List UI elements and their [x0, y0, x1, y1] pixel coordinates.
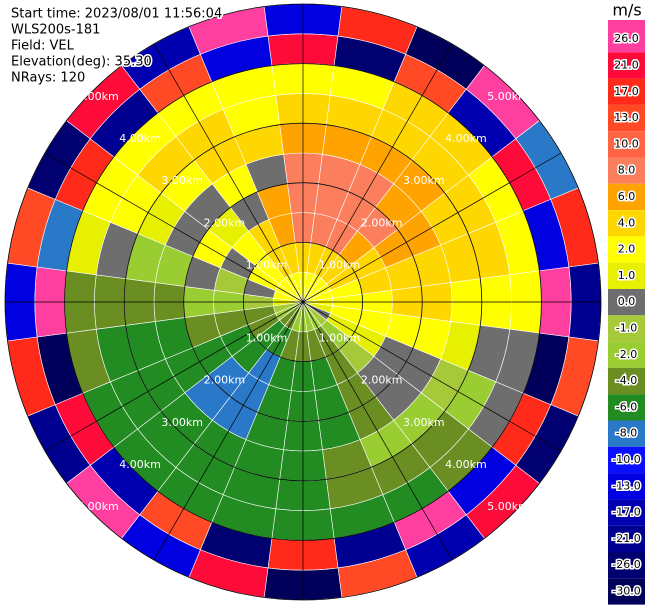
- colorbar-tick-label: -4.0: [616, 374, 637, 387]
- colorbar-tick-label: 0.0: [618, 295, 636, 308]
- colorbar-band: [608, 52, 645, 79]
- colorbar-band: [608, 420, 645, 447]
- info-text: Field: VEL: [11, 39, 75, 54]
- range-label: 3.00km: [403, 416, 445, 429]
- colorbar-tick-label: -21.0: [612, 532, 640, 545]
- info-text: Elevation(deg): 35.30: [11, 55, 152, 70]
- colorbar-tick-label: -30.0: [612, 584, 640, 597]
- range-label: 5.00km: [77, 500, 119, 513]
- colorbar-band: [608, 210, 645, 237]
- range-label: 2.00km: [204, 374, 246, 387]
- info-text: NRays: 120: [11, 71, 85, 86]
- colorbar-tick-label: -1.0: [616, 321, 637, 334]
- colorbar-tick-label: -10.0: [612, 453, 640, 466]
- colorbar-band: [608, 446, 645, 474]
- colorbar-band: [608, 315, 645, 342]
- colorbar-band: [608, 552, 645, 579]
- range-label: 3.00km: [403, 174, 445, 187]
- range-ring: [4, 3, 602, 601]
- range-label: 2.00km: [204, 216, 246, 229]
- range-label: 4.00km: [119, 458, 161, 471]
- colorbar-tick-label: 21.0: [614, 58, 639, 71]
- colorbar-band: [608, 78, 645, 105]
- range-label: 5.00km: [77, 90, 119, 103]
- colorbar-tick-label: 17.0: [614, 85, 639, 98]
- colorbar-tick-label: -8.0: [616, 427, 637, 440]
- range-label: 1.00km: [246, 259, 288, 272]
- colorbar-band: [608, 236, 645, 263]
- range-label: 2.00km: [361, 216, 403, 229]
- colorbar-band: [608, 131, 645, 158]
- colorbar-band: [608, 157, 645, 184]
- colorbar-tick-label: 10.0: [614, 137, 639, 150]
- colorbar-tick-label: -6.0: [616, 400, 637, 413]
- range-label: 2.00km: [361, 374, 403, 387]
- range-label: 3.00km: [161, 416, 203, 429]
- info-text: Start time: 2023/08/01 11:56:04: [11, 7, 222, 22]
- colorbar-tick-label: -13.0: [612, 479, 640, 492]
- range-label: 1.00km: [246, 331, 288, 344]
- range-label: 1.00km: [319, 331, 361, 344]
- colorbar-band: [608, 26, 645, 53]
- range-label: 3.00km: [161, 174, 203, 187]
- colorbar-band: [608, 394, 645, 421]
- colorbar-tick-label: -26.0: [612, 558, 640, 571]
- colorbar-band: [608, 289, 645, 316]
- colorbar-band: [608, 367, 645, 395]
- range-label: 4.00km: [119, 132, 161, 145]
- colorbar-tick-label: 6.0: [618, 190, 636, 203]
- colorbar-title: m/s: [612, 1, 641, 20]
- overlay: 1.00km 1.00km 1.00km 1.00km 2.00km 2.00km 2.00…: [4, 3, 602, 601]
- colorbar-band: [608, 499, 645, 526]
- spoke: [153, 43, 453, 561]
- colorbar-tick-label: 1.0: [618, 269, 636, 282]
- colorbar-tick-label: 2.0: [618, 243, 636, 256]
- range-ring: [123, 122, 483, 482]
- colorbar-tick-label: 26.0: [614, 32, 639, 45]
- colorbar-tick-label: 13.0: [614, 111, 639, 124]
- colorbar-tick-label: -17.0: [612, 506, 640, 519]
- range-ring: [242, 241, 363, 362]
- colorbar-tick-label: -2.0: [616, 348, 637, 361]
- colorbar-band: [608, 473, 645, 500]
- colorbar-band: [608, 341, 645, 368]
- colorbar-band: [608, 183, 645, 211]
- range-ring: [183, 182, 423, 422]
- colorbar-tick-label: 8.0: [618, 164, 636, 177]
- range-label: 1.00km: [319, 259, 361, 272]
- colorbar-band: [608, 104, 645, 132]
- colorbar-band: [608, 262, 645, 289]
- range-ring: [64, 63, 542, 541]
- range-label: 5.00km: [487, 90, 529, 103]
- colorbar-cap: [608, 20, 645, 26]
- colorbar-band: [608, 578, 645, 605]
- range-label: 5.00km: [487, 500, 529, 513]
- range-label: 4.00km: [445, 458, 487, 471]
- colorbar-tick-label: 4.0: [618, 216, 636, 229]
- colorbar-band: [608, 525, 645, 552]
- info-text: WLS200s-181: [11, 23, 100, 38]
- range-label: 4.00km: [445, 132, 487, 145]
